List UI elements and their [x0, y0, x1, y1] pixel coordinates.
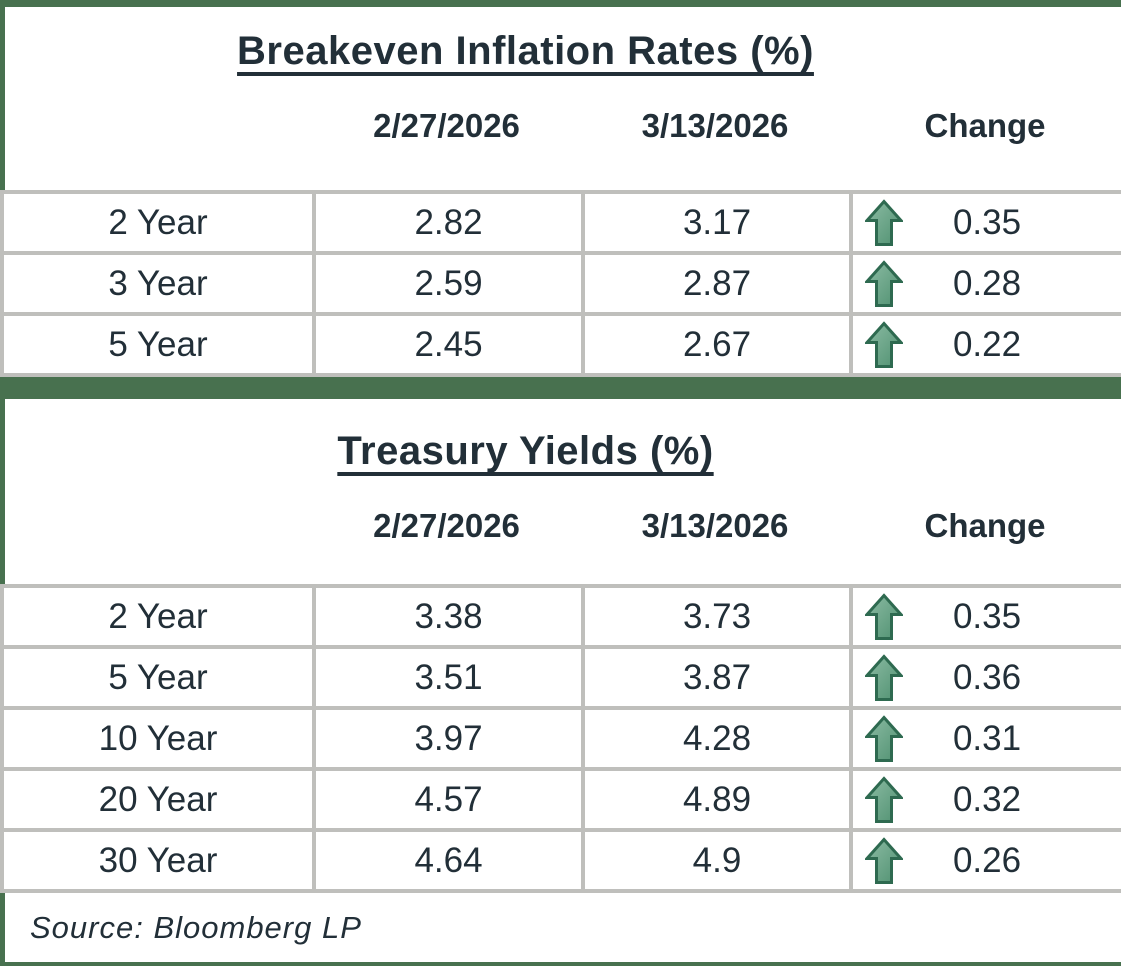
column-header-curr-date: 3/13/2026 [641, 507, 789, 544]
change-value: 0.28 [952, 263, 1022, 303]
change-value: 0.36 [952, 657, 1022, 697]
curr-value-cell: 3.87 [581, 645, 853, 710]
up-arrow-icon [865, 199, 903, 246]
up-arrow-icon [865, 776, 903, 823]
maturity-label-cell: 2 Year [0, 584, 316, 649]
up-arrow-icon [865, 260, 903, 307]
table-row: 3 Year 2.59 2.87 0.28 [0, 251, 1121, 316]
curr-value-cell: 3.17 [581, 190, 853, 255]
prev-value-cell: 2.82 [312, 190, 585, 255]
column-header-prev-date: 2/27/2026 [373, 107, 520, 144]
change-cell: 0.36 [849, 645, 1121, 710]
treasury-panel-header: Treasury Yields (%) 2/27/2026 3/13/2026 … [0, 399, 1121, 584]
prev-value-cell: 3.97 [312, 706, 585, 771]
source-attribution: Source: Bloomberg LP [0, 893, 1121, 962]
green-divider-band [0, 377, 1121, 399]
curr-value-cell: 4.28 [581, 706, 853, 771]
change-value: 0.26 [952, 840, 1022, 880]
breakeven-column-headers: 2/27/2026 3/13/2026 Change [5, 107, 1121, 145]
change-cell: 0.35 [849, 190, 1121, 255]
curr-value-cell: 4.9 [581, 828, 853, 893]
column-header-change: Change [924, 107, 1046, 144]
prev-value-cell: 3.51 [312, 645, 585, 710]
source-text: Source: Bloomberg LP [30, 909, 362, 945]
maturity-label-cell: 5 Year [0, 312, 316, 377]
up-arrow-icon [865, 654, 903, 701]
breakeven-panel-header: Breakeven Inflation Rates (%) 2/27/2026 … [0, 7, 1121, 190]
column-header-blank [5, 107, 312, 145]
table-row: 2 Year 2.82 3.17 0.35 [0, 190, 1121, 255]
table-row: 10 Year 3.97 4.28 0.31 [0, 706, 1121, 771]
change-value: 0.35 [952, 596, 1022, 636]
maturity-label-cell: 2 Year [0, 190, 316, 255]
change-cell: 0.28 [849, 251, 1121, 316]
curr-value-cell: 4.89 [581, 767, 853, 832]
prev-value-cell: 4.57 [312, 767, 585, 832]
maturity-label-cell: 30 Year [0, 828, 316, 893]
column-header-blank [5, 507, 312, 545]
curr-value-cell: 3.73 [581, 584, 853, 649]
maturity-label-cell: 3 Year [0, 251, 316, 316]
table-row: 5 Year 2.45 2.67 0.22 [0, 312, 1121, 377]
curr-value-cell: 2.67 [581, 312, 853, 377]
breakeven-table: 2 Year 2.82 3.17 0.35 3 Year 2.59 2.87 0… [0, 190, 1121, 377]
breakeven-table-title: Breakeven Inflation Rates (%) [237, 29, 814, 73]
table-row: 5 Year 3.51 3.87 0.36 [0, 645, 1121, 710]
prev-value-cell: 3.38 [312, 584, 585, 649]
change-value: 0.22 [952, 324, 1022, 364]
maturity-label-cell: 10 Year [0, 706, 316, 771]
maturity-label-cell: 20 Year [0, 767, 316, 832]
up-arrow-icon [865, 593, 903, 640]
up-arrow-icon [865, 837, 903, 884]
treasury-column-headers: 2/27/2026 3/13/2026 Change [5, 507, 1121, 545]
prev-value-cell: 4.64 [312, 828, 585, 893]
curr-value-cell: 2.87 [581, 251, 853, 316]
change-cell: 0.22 [849, 312, 1121, 377]
up-arrow-icon [865, 321, 903, 368]
maturity-label-cell: 5 Year [0, 645, 316, 710]
change-value: 0.35 [952, 202, 1022, 242]
table-row: 20 Year 4.57 4.89 0.32 [0, 767, 1121, 832]
change-cell: 0.32 [849, 767, 1121, 832]
change-cell: 0.26 [849, 828, 1121, 893]
change-cell: 0.31 [849, 706, 1121, 771]
table-row: 2 Year 3.38 3.73 0.35 [0, 584, 1121, 649]
column-header-change: Change [924, 507, 1046, 544]
change-value: 0.32 [952, 779, 1022, 819]
change-cell: 0.35 [849, 584, 1121, 649]
up-arrow-icon [865, 715, 903, 762]
treasury-table-title: Treasury Yields (%) [337, 429, 714, 473]
column-header-curr-date: 3/13/2026 [641, 107, 789, 144]
treasury-table: 2 Year 3.38 3.73 0.35 5 Year 3.51 3.87 0… [0, 584, 1121, 893]
column-header-prev-date: 2/27/2026 [373, 507, 520, 544]
change-value: 0.31 [952, 718, 1022, 758]
table-row: 30 Year 4.64 4.9 0.26 [0, 828, 1121, 893]
prev-value-cell: 2.45 [312, 312, 585, 377]
prev-value-cell: 2.59 [312, 251, 585, 316]
